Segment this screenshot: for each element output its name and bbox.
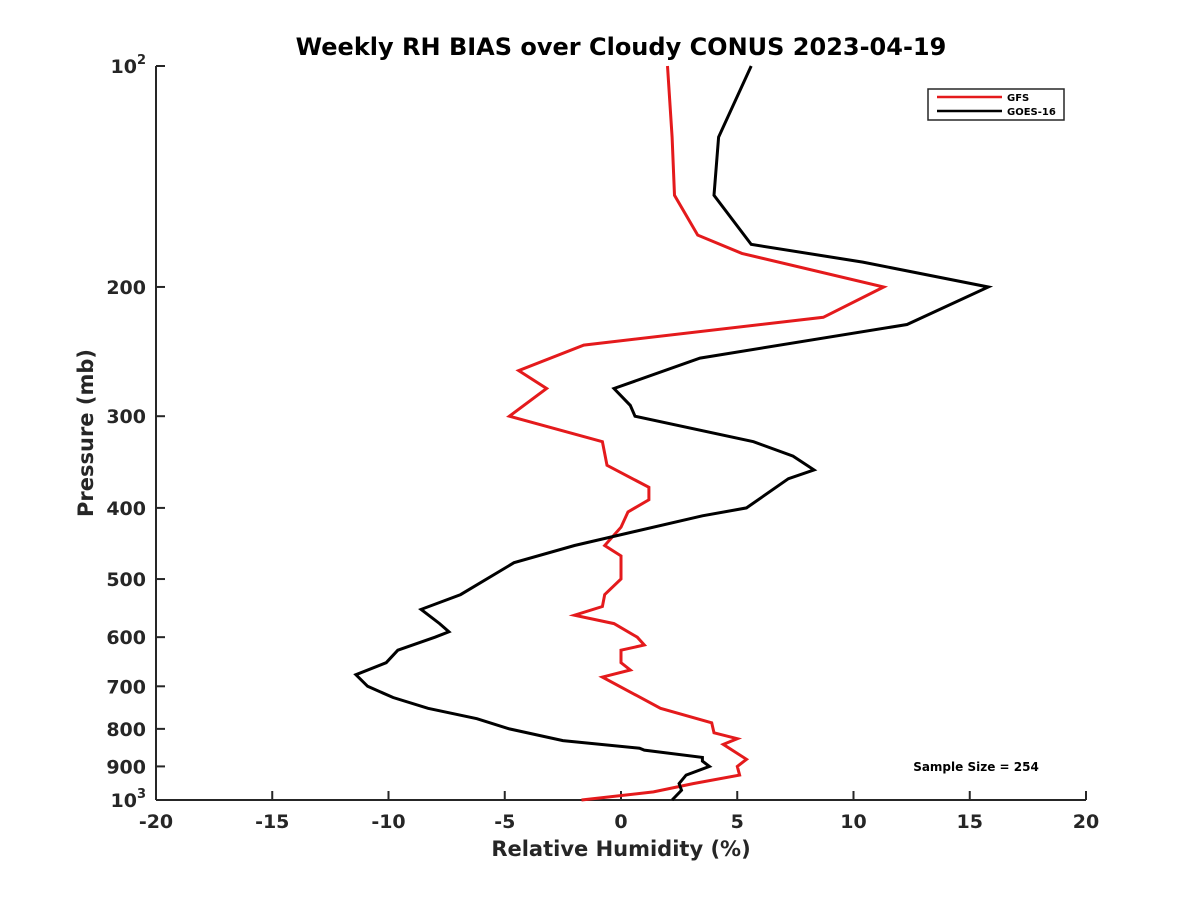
x-tick-label: -15 xyxy=(255,811,289,833)
legend-box xyxy=(927,88,1065,121)
y-tick-label: 102 xyxy=(111,53,147,78)
x-tick-label: -20 xyxy=(139,811,173,833)
series-line-gfs xyxy=(506,65,889,802)
x-tick-label: 20 xyxy=(1073,811,1099,833)
y-tick-label: 200 xyxy=(106,277,146,299)
y-tick-label: 900 xyxy=(106,756,146,778)
x-ticks: -20 -15 -10 -5 0 5 10 15 20 xyxy=(139,791,1099,833)
series-lines xyxy=(353,65,994,802)
x-tick-label: 10 xyxy=(840,811,866,833)
y-tick-label: 300 xyxy=(106,406,146,428)
y-tick-label: 400 xyxy=(106,498,146,520)
x-tick-label: 15 xyxy=(957,811,983,833)
chart-title: Weekly RH BIAS over Cloudy CONUS 2023-04… xyxy=(296,33,947,61)
y-tick-label: 103 xyxy=(111,787,147,812)
y-ticks: 102 200 300 400 500 600 700 800 900 103 xyxy=(106,53,165,812)
x-tick-label: -10 xyxy=(371,811,405,833)
y-axis-label: Pressure (mb) xyxy=(74,349,98,517)
x-tick-label: 5 xyxy=(731,811,744,833)
y-tick-label: 600 xyxy=(106,627,146,649)
legend-label-gfs: GFS xyxy=(1007,93,1029,104)
y-tick-label: 700 xyxy=(106,676,146,698)
legend: GFS GOES-16 xyxy=(927,88,1065,121)
legend-label-goes16: GOES-16 xyxy=(1007,107,1056,118)
y-tick-label: 800 xyxy=(106,719,146,741)
x-tick-label: -5 xyxy=(494,811,515,833)
series-line-goes-16 xyxy=(353,65,994,802)
x-axis-label: Relative Humidity (%) xyxy=(491,837,750,861)
sample-size-annotation: Sample Size = 254 xyxy=(913,760,1039,774)
y-tick-label: 500 xyxy=(106,569,146,591)
x-tick-label: 0 xyxy=(614,811,627,833)
